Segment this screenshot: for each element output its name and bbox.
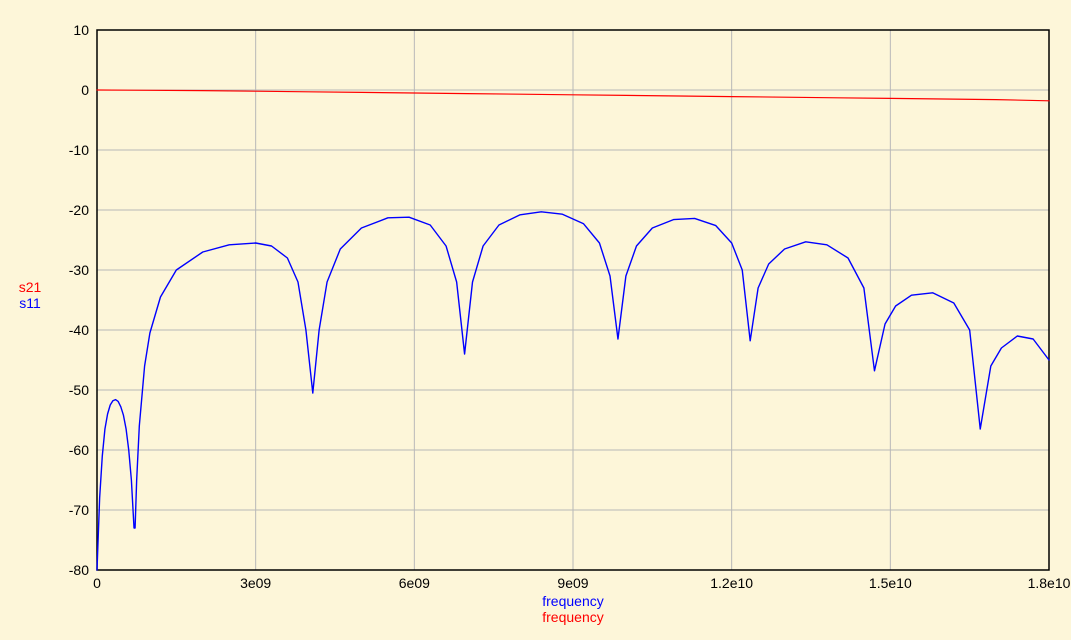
- x-axis-label-frequency-red: frequency: [542, 609, 603, 625]
- x-tick-label: 9e09: [557, 575, 588, 591]
- y-axis-label-s21: s21: [19, 279, 42, 295]
- chart-container: 0 3e09 6e09 9e09 1.2e10 1.5e10 1.8e10 10 0 -10 -20…: [0, 0, 1071, 640]
- x-tick-label: 0: [93, 575, 101, 591]
- y-tick-label: -60: [69, 442, 89, 458]
- line-chart: 0 3e09 6e09 9e09 1.2e10 1.5e10 1.8e10 10 0 -10 -20…: [0, 0, 1071, 640]
- x-tick-label: 6e09: [399, 575, 430, 591]
- y-tick-label: -30: [69, 262, 89, 278]
- y-tick-label: -10: [69, 142, 89, 158]
- x-tick-label: 1.8e10: [1028, 575, 1071, 591]
- y-tick-label: -80: [69, 562, 89, 578]
- y-tick-label: 0: [81, 82, 89, 98]
- y-tick-label: 10: [73, 22, 89, 38]
- y-tick-label: -70: [69, 502, 89, 518]
- x-tick-label: 1.5e10: [869, 575, 912, 591]
- x-axis-label-frequency-blue: frequency: [542, 593, 603, 609]
- x-tick-label: 1.2e10: [710, 575, 753, 591]
- y-tick-label: -50: [69, 382, 89, 398]
- y-axis-label-s11: s11: [19, 295, 41, 311]
- x-tick-label: 3e09: [240, 575, 271, 591]
- y-tick-label: -40: [69, 322, 89, 338]
- y-tick-label: -20: [69, 202, 89, 218]
